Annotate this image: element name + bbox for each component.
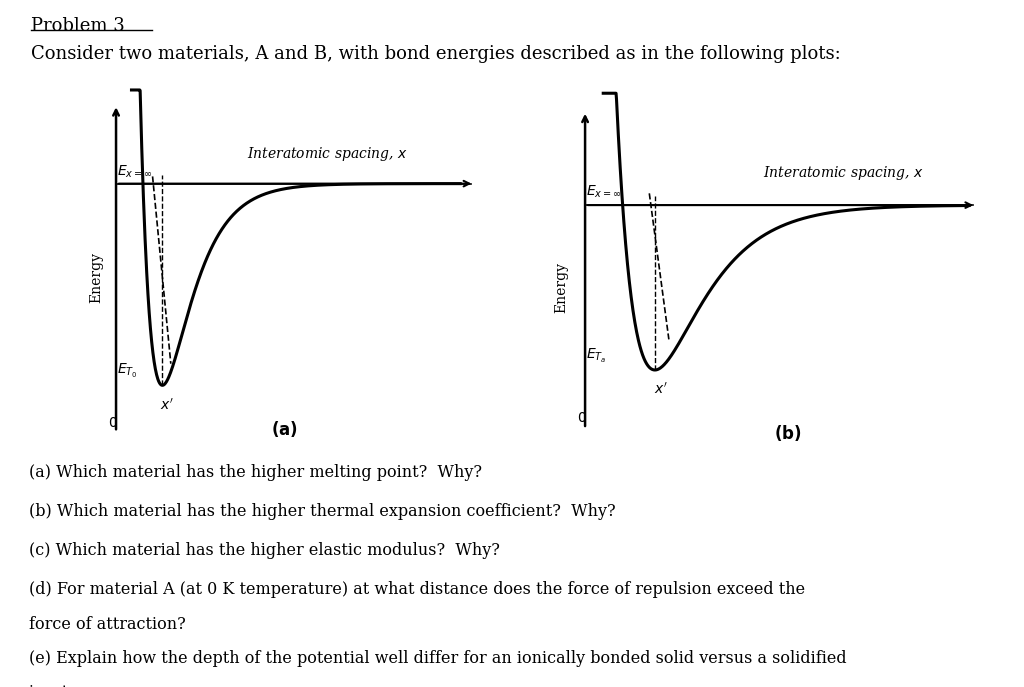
- Text: (a) Which material has the higher melting point?  Why?: (a) Which material has the higher meltin…: [29, 464, 481, 481]
- Text: (c) Which material has the higher elastic modulus?  Why?: (c) Which material has the higher elasti…: [29, 542, 500, 559]
- Text: Consider two materials, A and B, with bond energies described as in the followin: Consider two materials, A and B, with bo…: [31, 45, 841, 63]
- Text: $\bf{(a)}$: $\bf{(a)}$: [271, 419, 298, 440]
- Text: (d) For material A (at 0 K temperature) at what distance does the force of repul: (d) For material A (at 0 K temperature) …: [29, 581, 805, 598]
- Text: $\bf{(b)}$: $\bf{(b)}$: [774, 423, 802, 443]
- Text: force of attraction?: force of attraction?: [29, 616, 185, 633]
- Text: $E_{x=\infty}$: $E_{x=\infty}$: [587, 184, 622, 201]
- Text: $E_{T_a}$: $E_{T_a}$: [587, 347, 607, 365]
- Text: $x'$: $x'$: [160, 398, 173, 414]
- Text: inert gas.: inert gas.: [29, 684, 106, 687]
- Text: Interatomic spacing, $x$: Interatomic spacing, $x$: [763, 164, 924, 181]
- Text: Interatomic spacing, $x$: Interatomic spacing, $x$: [247, 146, 407, 164]
- Text: Problem 3: Problem 3: [31, 17, 125, 35]
- Text: Energy: Energy: [89, 251, 103, 303]
- Text: $E_{T_0}$: $E_{T_0}$: [118, 362, 138, 380]
- Text: Energy: Energy: [554, 262, 568, 313]
- Text: $0$: $0$: [109, 416, 118, 430]
- Text: $x'$: $x'$: [653, 382, 668, 397]
- Text: $0$: $0$: [578, 412, 587, 425]
- Text: $E_{x=\infty}$: $E_{x=\infty}$: [118, 164, 153, 180]
- Text: (b) Which material has the higher thermal expansion coefficient?  Why?: (b) Which material has the higher therma…: [29, 503, 615, 520]
- Text: (e) Explain how the depth of the potential well differ for an ionically bonded s: (e) Explain how the depth of the potenti…: [29, 650, 846, 667]
